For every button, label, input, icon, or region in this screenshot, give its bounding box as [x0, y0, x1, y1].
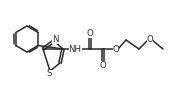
Text: NH: NH: [69, 45, 81, 53]
Text: O: O: [113, 45, 119, 53]
Text: N: N: [52, 34, 58, 43]
Text: O: O: [100, 60, 106, 70]
Text: O: O: [87, 29, 93, 38]
Text: O: O: [147, 36, 153, 45]
Text: S: S: [46, 70, 52, 79]
